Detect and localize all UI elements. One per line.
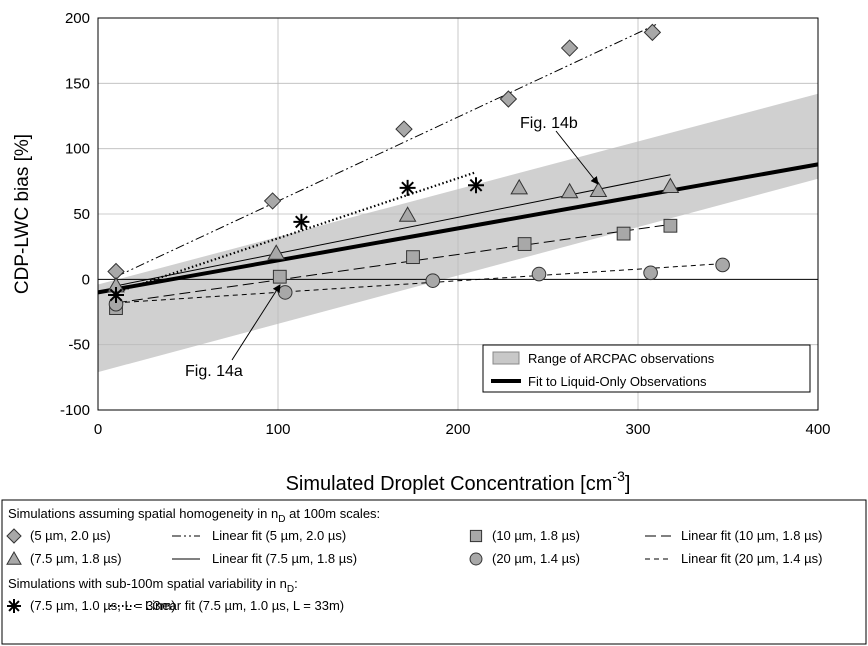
marker xyxy=(531,266,547,282)
legend-label: Linear fit (10 µm, 1.8 µs) xyxy=(681,528,822,543)
marker xyxy=(643,23,662,42)
x-tick-label: 400 xyxy=(805,421,830,438)
legend-label: Linear fit (7.5 µm, 1.0 µs, L = 33m) xyxy=(145,598,344,613)
x-tick-label: 300 xyxy=(625,421,650,438)
marker xyxy=(398,206,417,222)
legend-label: (7.5 µm, 1.8 µs) xyxy=(30,551,122,566)
x-axis-title: Simulated Droplet Concentration [cm-3] xyxy=(286,468,631,495)
y-tick-label: 200 xyxy=(65,10,90,27)
marker xyxy=(277,285,293,300)
y-tick-label: 100 xyxy=(65,141,90,158)
annotation-arrow xyxy=(231,284,281,361)
marker xyxy=(499,90,518,108)
marker xyxy=(395,120,413,138)
fit-line xyxy=(115,223,671,304)
plot-frame xyxy=(97,17,819,411)
marker xyxy=(715,257,730,273)
legend-heading: Simulations with sub-100m spatial variab… xyxy=(8,576,298,595)
annotation-arrow xyxy=(555,130,599,185)
star-arm xyxy=(295,215,308,229)
marker xyxy=(6,528,22,544)
heading-sub: D xyxy=(287,584,294,595)
marker xyxy=(263,192,282,210)
heading-text: : xyxy=(294,576,298,591)
star-arm xyxy=(401,181,414,195)
x-tick-label: 100 xyxy=(265,421,290,438)
marker xyxy=(7,599,21,613)
y-tick-label: 150 xyxy=(65,75,90,92)
fit-line xyxy=(115,263,723,304)
x-tick-label: 200 xyxy=(445,421,470,438)
fit-line xyxy=(115,24,657,278)
legend-box xyxy=(482,344,811,393)
legend-label: Fit to Liquid-Only Observations xyxy=(528,374,707,389)
marker xyxy=(616,226,631,241)
marker xyxy=(399,179,416,196)
y-tick-label: -50 xyxy=(68,337,90,354)
marker xyxy=(469,529,483,543)
x-tick-label: 0 xyxy=(94,421,102,438)
annotation: Fig. 14a xyxy=(185,363,243,380)
heading-text: Simulations assuming spatial homogeneity… xyxy=(8,506,278,521)
legend-label: (5 µm, 2.0 µs) xyxy=(30,528,111,543)
heading-sub: D xyxy=(278,514,285,525)
marker xyxy=(517,237,532,251)
marker xyxy=(643,265,658,281)
y-tick-label: 50 xyxy=(73,206,90,223)
star-arm xyxy=(8,600,20,612)
legend-swatch xyxy=(492,351,520,365)
marker xyxy=(589,181,608,197)
marker xyxy=(560,182,579,199)
legend-label: Range of ARCPAC observations xyxy=(528,351,715,366)
marker xyxy=(425,273,441,288)
marker xyxy=(406,250,420,265)
legend-label: (7.5 µm, 1.0 µs, L = 33m) xyxy=(30,598,176,613)
legend-label: Linear fit (5 µm, 2.0 µs) xyxy=(212,528,346,543)
marker xyxy=(510,178,529,195)
fit-line xyxy=(115,171,477,294)
y-tick-label: -100 xyxy=(60,402,90,419)
marker xyxy=(6,550,22,565)
heading-text: at 100m scales: xyxy=(286,506,381,521)
marker xyxy=(272,269,287,284)
marker xyxy=(560,39,579,57)
legend-label: Linear fit (20 µm, 1.4 µs) xyxy=(681,551,822,566)
marker xyxy=(469,552,483,566)
marker xyxy=(267,244,286,260)
marker xyxy=(293,213,310,230)
marker xyxy=(468,177,484,194)
star-arm xyxy=(469,178,483,192)
heading-text: Simulations with sub-100m spatial variab… xyxy=(8,576,287,591)
legend-box xyxy=(1,499,867,645)
y-axis-title: CDP-LWC bias [%] xyxy=(12,134,33,294)
marker xyxy=(108,287,124,304)
fit-line xyxy=(115,174,671,287)
legend-label: (10 µm, 1.8 µs) xyxy=(492,528,580,543)
star-arm xyxy=(109,288,123,302)
liquid-fit-line xyxy=(97,162,819,295)
y-tick-label: 0 xyxy=(82,271,90,288)
marker xyxy=(661,177,680,194)
marker xyxy=(663,218,678,233)
legend-label: (20 µm, 1.4 µs) xyxy=(492,551,580,566)
legend-heading: Simulations assuming spatial homogeneity… xyxy=(8,506,380,525)
annotation: Fig. 14b xyxy=(520,115,578,132)
legend-label: Linear fit (7.5 µm, 1.8 µs) xyxy=(212,551,357,566)
